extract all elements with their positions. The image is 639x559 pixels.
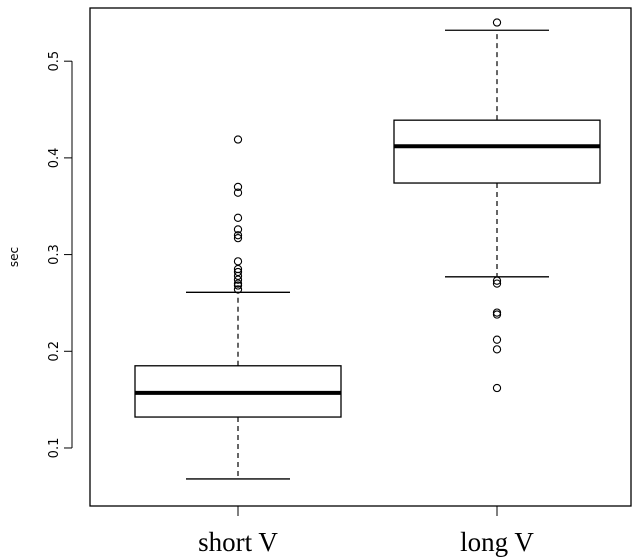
outlier-point	[492, 335, 502, 344]
category-label: short V	[198, 527, 278, 557]
outlier-point	[233, 233, 243, 243]
outlier-point	[492, 383, 502, 393]
outlier-point	[233, 225, 243, 234]
y-axis: 0.1 0.2 0.3 0.4 0.5	[47, 51, 73, 458]
category-label: long V	[460, 527, 534, 557]
y-tick-label: 0.2	[47, 341, 62, 362]
outlier-point	[492, 308, 502, 317]
outlier-point	[233, 257, 243, 266]
y-tick-label: 0.3	[47, 244, 62, 265]
y-tick-label: 0.1	[47, 438, 62, 459]
y-tick-label: 0.5	[47, 51, 62, 72]
y-ticks: 0.1 0.2 0.3 0.4 0.5	[47, 51, 72, 458]
outlier-point	[233, 213, 243, 222]
box-body	[393, 119, 601, 184]
box-1	[134, 135, 342, 480]
box-2	[393, 18, 601, 393]
outlier-point	[233, 188, 243, 197]
outlier-point	[492, 276, 502, 285]
outlier-point	[492, 18, 502, 27]
outlier-point	[233, 267, 243, 277]
y-tick-label: 0.4	[47, 148, 62, 169]
outlier-point	[233, 182, 243, 192]
outlier-point	[233, 135, 243, 144]
category-labels: short V long V	[198, 506, 534, 557]
outlier-point	[492, 279, 502, 288]
outlier-point	[233, 231, 243, 240]
outlier-point	[233, 285, 243, 294]
plot-frame	[89, 7, 632, 507]
boxes	[134, 18, 601, 480]
outlier-point	[492, 345, 502, 354]
y-axis-title: sec	[7, 247, 21, 267]
